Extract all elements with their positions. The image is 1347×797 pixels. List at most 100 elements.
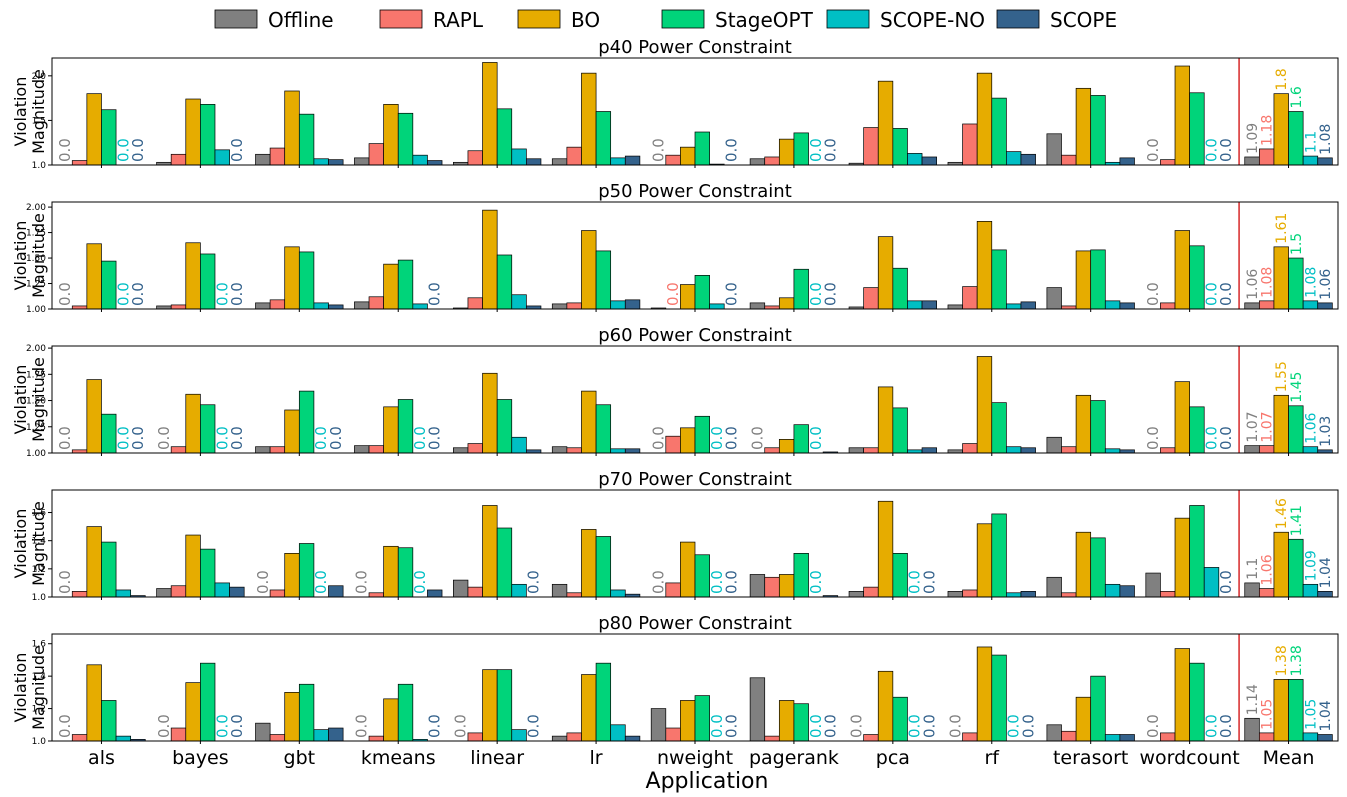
bar-wordcount-rapl (1160, 447, 1176, 454)
mean-label-bo: 1.38 (1274, 645, 1290, 676)
bar-als-bo (86, 664, 102, 742)
bar-linear-rapl (467, 732, 483, 742)
bar-terasort-stageopt (1090, 95, 1106, 166)
zero-label-als-scope-no: 0.0 (114, 426, 132, 450)
bar-gbt-rapl (269, 299, 286, 310)
bar-wordcount-bo (1174, 517, 1190, 598)
y-tick-label: 1.00 (26, 449, 46, 459)
zero-label-wordcount-scope: 0.0 (1217, 714, 1235, 738)
bar-bayes-bo (185, 393, 201, 454)
bar-lr-stageopt (595, 662, 612, 742)
bar-wordcount-rapl (1160, 732, 1176, 742)
bar-kmeans-rapl (368, 296, 384, 310)
bar-lr-stageopt (595, 404, 612, 454)
bar-terasort-scope-no (1104, 448, 1121, 454)
y-tick-label: 1.0 (32, 161, 47, 171)
zero-label-pagerank-scope-no: 0.0 (807, 138, 825, 162)
bar-lr-stageopt (595, 111, 612, 166)
bar-linear-rapl (467, 297, 483, 310)
bar-linear-scope-no (511, 294, 527, 310)
bar-gbt-stageopt (298, 683, 315, 742)
zero-label-linear-scope: 0.0 (525, 714, 543, 738)
bar-lr-offline (551, 583, 568, 598)
legend-label-stageopt: StageOPT (715, 8, 814, 32)
y-axis-label: ViolationMagnitude (11, 69, 48, 154)
zero-label-wordcount-offline: 0.0 (1144, 138, 1162, 162)
bar-kmeans-offline (354, 157, 370, 166)
bar-gbt-offline (255, 722, 271, 742)
bar-nweight-bo (680, 146, 696, 166)
bar-mean-scope (1317, 734, 1333, 742)
y-tick-label: 1.50 (26, 254, 46, 264)
bar-mean-offline (1244, 156, 1260, 166)
panel-title: p50 Power Constraint (598, 181, 792, 202)
bar-pagerank-rapl (764, 576, 780, 598)
bar-linear-stageopt (496, 527, 513, 598)
zero-label-bayes-scope: 0.0 (228, 282, 246, 306)
mean-label-scope: 1.03 (1318, 416, 1334, 447)
bar-terasort-stageopt (1090, 675, 1106, 742)
zero-label-gbt-scope-no: 0.0 (312, 570, 330, 594)
x-tick-label-kmeans: kmeans (361, 747, 436, 769)
zero-label-pca-offline: 0.0 (847, 714, 865, 738)
zero-label-linear-offline: 0.0 (452, 714, 470, 738)
zero-label-wordcount-scope: 0.0 (1217, 426, 1235, 450)
bar-linear-scope-no (511, 436, 527, 454)
zero-label-pagerank-scope: 0.0 (821, 714, 839, 738)
x-tick-label-gbt: gbt (284, 747, 316, 769)
bar-rf-bo (976, 72, 993, 166)
bar-bayes-scope (229, 586, 245, 598)
bar-nweight-rapl (665, 727, 681, 742)
bar-nweight-rapl (665, 435, 681, 454)
zero-label-wordcount-offline: 0.0 (1144, 714, 1162, 738)
bar-rf-scope (1020, 153, 1036, 166)
bar-lr-stageopt (595, 250, 612, 310)
zero-label-kmeans-scope: 0.0 (426, 714, 444, 738)
bar-kmeans-rapl (368, 445, 384, 454)
bar-pca-bo (877, 670, 894, 742)
mean-label-scope: 1.04 (1318, 557, 1334, 588)
bar-mean-offline (1244, 582, 1260, 598)
bar-mean-rapl (1258, 588, 1275, 598)
mean-label-scope-no: 1.08 (1303, 267, 1319, 298)
bar-terasort-bo (1075, 87, 1092, 166)
mean-label-offline: 1.06 (1245, 269, 1261, 300)
zero-label-kmeans-scope: 0.0 (426, 282, 444, 306)
bar-linear-scope-no (511, 148, 527, 166)
bar-mean-stageopt (1288, 679, 1304, 742)
bar-gbt-rapl (269, 446, 286, 454)
mean-label-scope: 1.06 (1318, 269, 1334, 300)
bar-mean-bo (1273, 93, 1289, 166)
bar-pagerank-bo (778, 297, 795, 310)
x-tick-label-nweight: nweight (657, 747, 733, 769)
zero-label-wordcount-offline: 0.0 (1144, 426, 1162, 450)
bar-lr-offline (551, 735, 568, 742)
bar-mean-scope (1317, 157, 1333, 166)
bar-mean-scope (1317, 591, 1333, 598)
bar-bayes-stageopt (200, 548, 216, 598)
bar-pca-stageopt (892, 128, 908, 166)
zero-label-nweight-scope: 0.0 (723, 282, 741, 306)
zero-label-kmeans-scope: 0.0 (426, 426, 444, 450)
zero-label-linear-scope: 0.0 (525, 570, 543, 594)
bar-gbt-offline (255, 153, 271, 166)
panel-p60-power-constraint: p60 Power ConstraintViolationMagnitude1.… (11, 325, 1339, 459)
bar-gbt-bo (284, 553, 300, 598)
bar-pagerank-bo (778, 700, 795, 742)
bar-rf-offline (947, 591, 963, 598)
bar-terasort-scope-no (1104, 300, 1121, 310)
bar-lr-scope-no (610, 157, 626, 166)
bar-terasort-stageopt (1090, 400, 1106, 454)
bar-lr-rapl (566, 302, 582, 310)
x-tick-label-pagerank: pagerank (749, 747, 839, 769)
bar-nweight-rapl (665, 154, 681, 166)
zero-label-bayes-scope: 0.0 (228, 426, 246, 450)
zero-label-rf-offline: 0.0 (946, 714, 964, 738)
mean-label-scope-no: 1.06 (1303, 412, 1319, 443)
zero-label-als-offline: 0.0 (56, 282, 74, 306)
bar-mean-scope-no (1302, 155, 1319, 166)
zero-label-als-offline: 0.0 (56, 714, 74, 738)
mean-label-rapl: 1.18 (1260, 115, 1276, 146)
bar-kmeans-bo (383, 263, 399, 310)
x-axis-label: Application (646, 769, 769, 794)
